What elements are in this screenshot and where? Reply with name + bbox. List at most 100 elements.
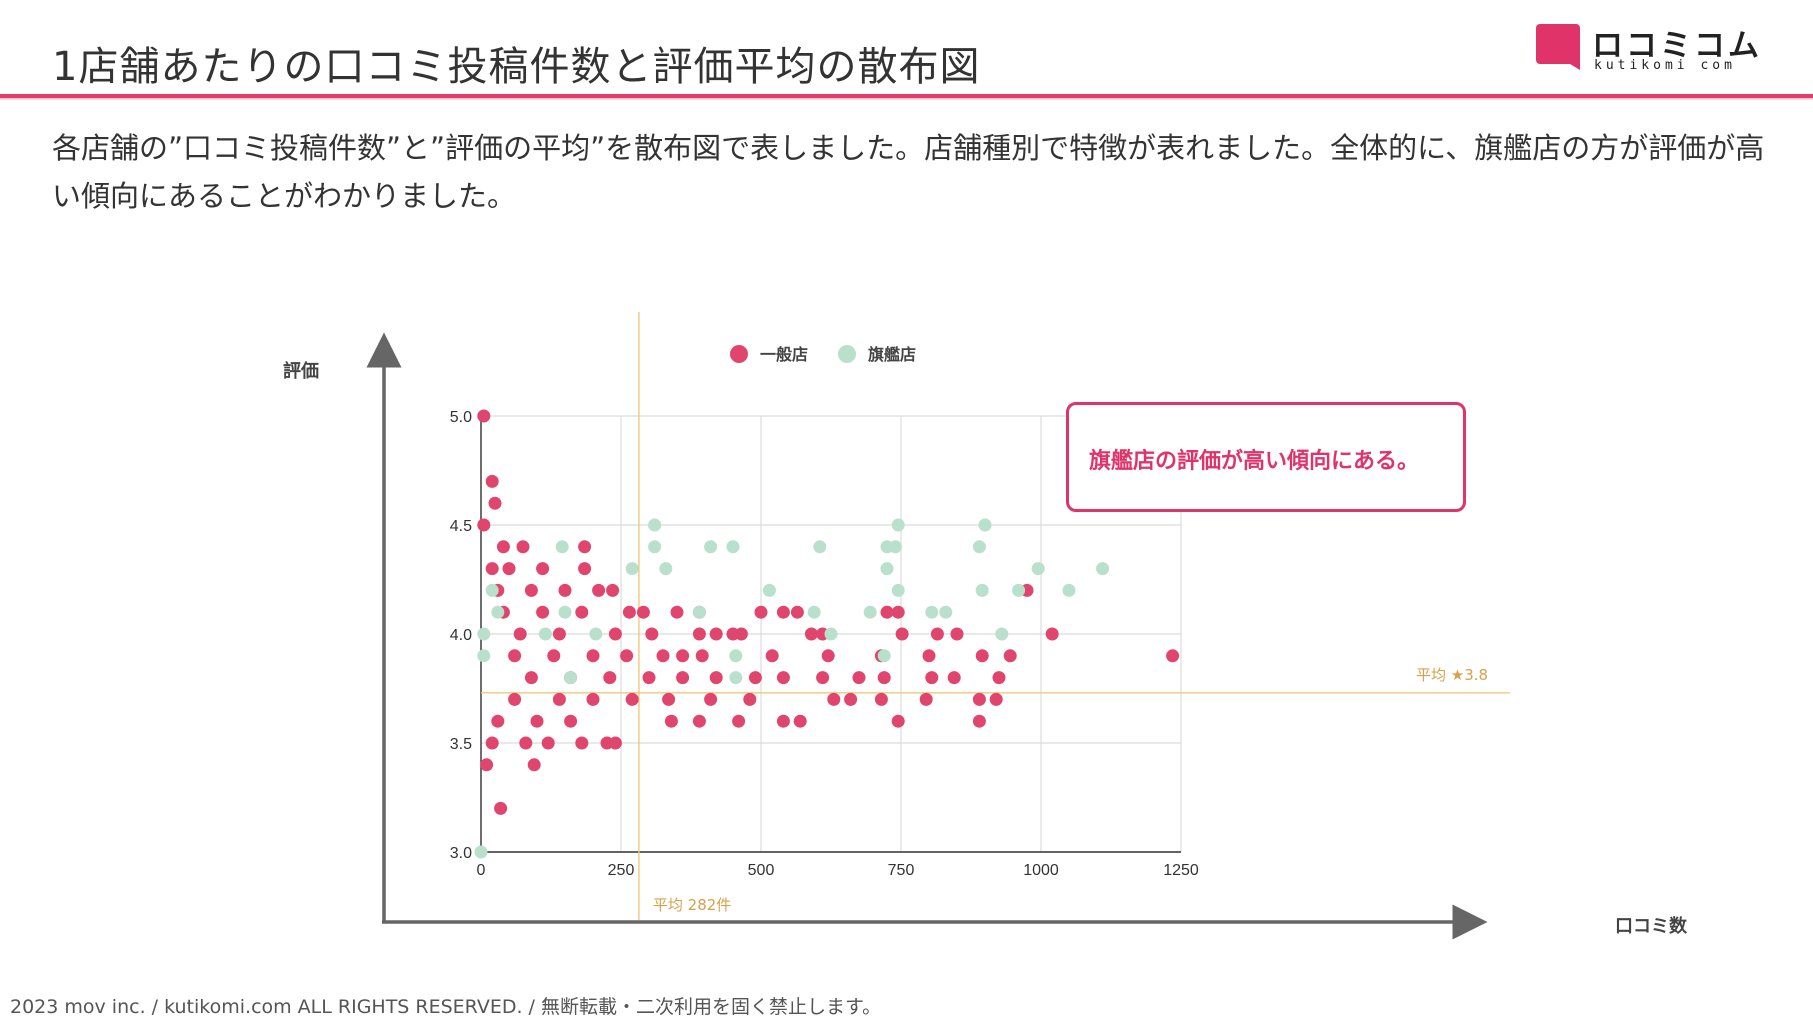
page-description: 各店舗の”口コミ投稿件数”と”評価の平均”を散布図で表しました。店舗種別で特徴が… bbox=[52, 131, 1765, 213]
data-point-flagship bbox=[659, 562, 673, 576]
data-point-general bbox=[950, 627, 964, 641]
data-point-general bbox=[1045, 627, 1059, 641]
data-point-general bbox=[776, 714, 790, 728]
data-point-flagship bbox=[729, 671, 743, 685]
data-point-flagship bbox=[1031, 562, 1045, 576]
data-point-general bbox=[524, 671, 538, 685]
data-point-general bbox=[732, 714, 746, 728]
data-point-general bbox=[877, 671, 891, 685]
data-point-general bbox=[844, 692, 858, 706]
data-point-general bbox=[496, 540, 510, 554]
y-tick-label: 3.0 bbox=[450, 845, 472, 862]
data-point-general bbox=[485, 474, 499, 488]
data-point-flagship bbox=[925, 605, 939, 619]
data-point-flagship bbox=[564, 671, 578, 685]
data-point-flagship bbox=[648, 518, 662, 532]
data-point-flagship bbox=[863, 605, 877, 619]
data-point-flagship bbox=[538, 627, 552, 641]
data-point-general bbox=[947, 671, 961, 685]
data-point-flagship bbox=[975, 583, 989, 597]
x-tick-label: 250 bbox=[608, 862, 635, 879]
data-point-flagship bbox=[558, 605, 572, 619]
y-tick-label: 4.0 bbox=[450, 627, 472, 644]
data-point-general bbox=[564, 714, 578, 728]
data-point-general bbox=[676, 671, 690, 685]
data-point-general bbox=[480, 758, 494, 772]
data-point-general bbox=[662, 692, 676, 706]
data-point-general bbox=[748, 671, 762, 685]
page-title: 1店舗あたりの口コミ投稿件数と評価平均の散布図 bbox=[52, 44, 981, 90]
data-point-general bbox=[642, 671, 656, 685]
legend-marker-general bbox=[730, 345, 748, 363]
data-point-general bbox=[726, 627, 740, 641]
data-point-general bbox=[695, 649, 709, 663]
data-point-general bbox=[488, 496, 502, 510]
data-point-general bbox=[513, 627, 527, 641]
logo-subtext: kutikomi com bbox=[1594, 58, 1736, 73]
data-point-general bbox=[578, 562, 592, 576]
data-point-general bbox=[586, 649, 600, 663]
data-point-general bbox=[620, 649, 634, 663]
data-point-general bbox=[776, 605, 790, 619]
data-point-general bbox=[1166, 649, 1180, 663]
data-point-flagship bbox=[972, 540, 986, 554]
data-point-flagship bbox=[1096, 562, 1110, 576]
callout-text: 旗艦店の評価が高い傾向にある。 bbox=[1089, 449, 1420, 474]
brand-logo[interactable]: ロコミコム kutikomi com bbox=[1536, 22, 1759, 78]
data-point-flagship bbox=[477, 627, 491, 641]
data-point-general bbox=[608, 736, 622, 750]
data-point-general bbox=[989, 692, 1003, 706]
data-point-general bbox=[494, 801, 508, 815]
tick-labels: 0 250 500 750 1000 1250 3.0 3.5 4.0 4.5 5.0 bbox=[450, 409, 1199, 879]
x-tick-label: 500 bbox=[748, 862, 775, 879]
data-point-general bbox=[485, 736, 499, 750]
data-point-general bbox=[552, 692, 566, 706]
insight-callout: 旗艦店の評価が高い傾向にある。 bbox=[1066, 402, 1466, 512]
copyright-footer: 2023 mov inc. / kutikomi.com ALL RIGHTS … bbox=[10, 996, 882, 1018]
data-point-general bbox=[608, 627, 622, 641]
average-y-label: 平均 ★3.8 bbox=[1416, 666, 1488, 684]
data-point-flagship bbox=[891, 518, 905, 532]
legend-label-flagship: 旗艦店 bbox=[868, 345, 916, 364]
data-point-general bbox=[874, 692, 888, 706]
data-point-general bbox=[821, 649, 835, 663]
data-point-flagship bbox=[813, 540, 827, 554]
data-point-general bbox=[1003, 649, 1017, 663]
data-point-flagship bbox=[491, 605, 505, 619]
data-point-general bbox=[552, 627, 566, 641]
data-point-general bbox=[754, 605, 768, 619]
data-point-flagship bbox=[477, 649, 491, 663]
data-point-general bbox=[919, 692, 933, 706]
y-tick-label: 3.5 bbox=[450, 736, 472, 753]
data-point-general bbox=[743, 692, 757, 706]
x-tick-label: 0 bbox=[477, 862, 486, 879]
data-point-general bbox=[586, 692, 600, 706]
data-point-general bbox=[891, 714, 905, 728]
data-point-general bbox=[895, 627, 909, 641]
legend-marker-flagship bbox=[838, 345, 856, 363]
data-point-general bbox=[922, 649, 936, 663]
data-point-general bbox=[603, 671, 617, 685]
data-point-general bbox=[636, 605, 650, 619]
data-point-general bbox=[508, 692, 522, 706]
data-point-flagship bbox=[824, 627, 838, 641]
data-point-flagship bbox=[704, 540, 718, 554]
data-point-flagship bbox=[995, 627, 1009, 641]
data-point-general bbox=[645, 627, 659, 641]
logo-text: ロコミコム bbox=[1592, 28, 1762, 64]
data-point-general bbox=[592, 583, 606, 597]
data-point-general bbox=[709, 627, 723, 641]
x-tick-label: 750 bbox=[888, 862, 915, 879]
data-point-flagship bbox=[880, 562, 894, 576]
data-point-general bbox=[692, 714, 706, 728]
y-tick-label: 5.0 bbox=[450, 409, 472, 426]
data-point-general bbox=[972, 692, 986, 706]
x-tick-label: 1250 bbox=[1163, 862, 1199, 879]
data-point-general bbox=[891, 605, 905, 619]
data-point-flagship bbox=[589, 627, 603, 641]
data-point-general bbox=[664, 714, 678, 728]
legend-label-general: 一般店 bbox=[760, 345, 808, 364]
data-point-general bbox=[477, 518, 491, 532]
data-point-general bbox=[790, 605, 804, 619]
data-point-flagship bbox=[807, 605, 821, 619]
